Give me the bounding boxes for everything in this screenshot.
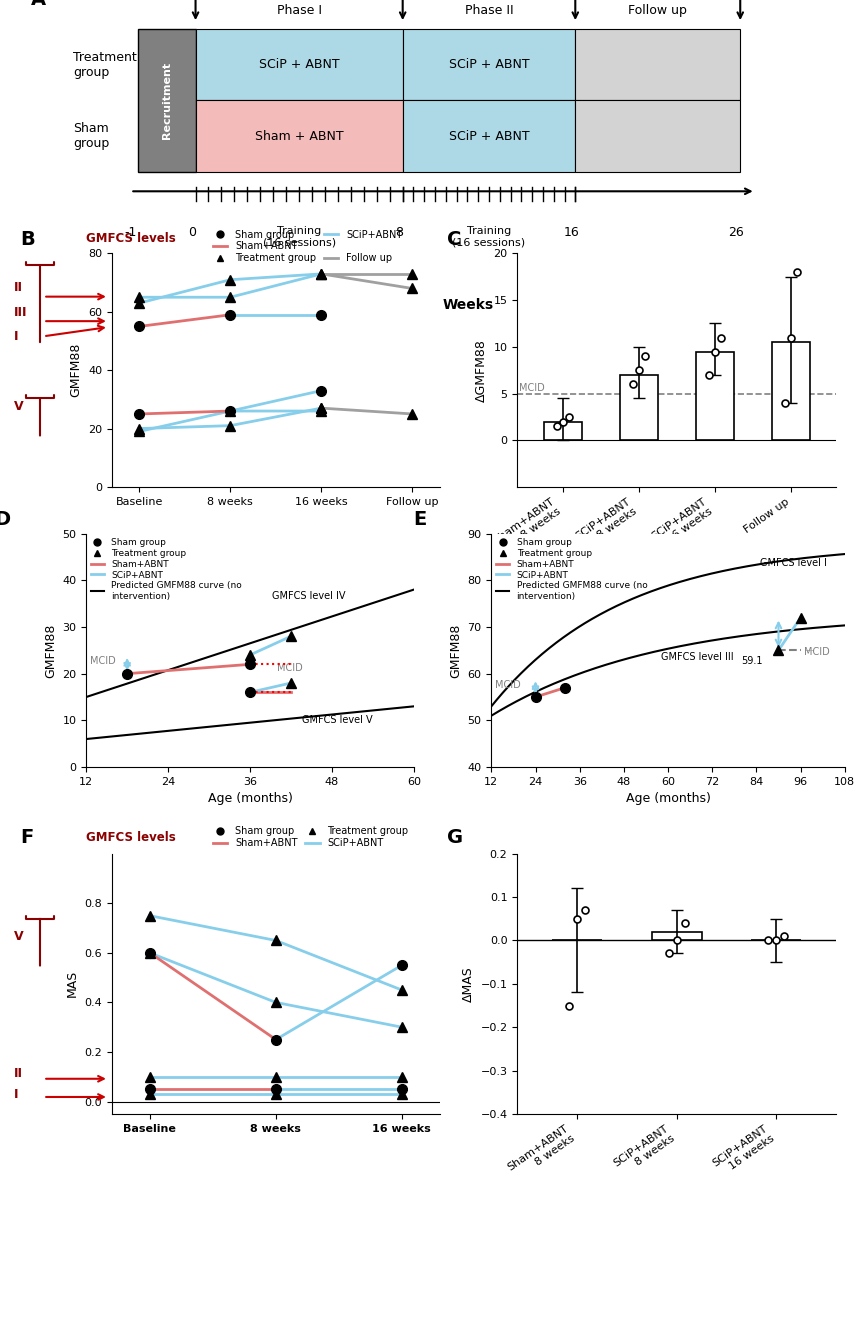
Bar xyxy=(695,352,733,440)
Text: Follow up: Follow up xyxy=(628,4,686,17)
Text: GMFCS levels: GMFCS levels xyxy=(86,831,176,843)
Text: MCID: MCID xyxy=(518,383,544,392)
Text: -1: -1 xyxy=(124,227,136,239)
Text: –––: ––– xyxy=(803,648,814,654)
Bar xyxy=(402,100,574,172)
Y-axis label: MAS: MAS xyxy=(66,970,79,998)
Text: MCID: MCID xyxy=(277,663,303,674)
Bar xyxy=(543,422,581,440)
Text: MCID: MCID xyxy=(803,647,829,656)
Legend: Sham group, Sham+ABNT, Treatment group, SCiP+ABNT, , Follow up: Sham group, Sham+ABNT, Treatment group, … xyxy=(208,225,406,267)
Text: D: D xyxy=(0,511,10,530)
Text: Treatment
group: Treatment group xyxy=(72,51,136,79)
Text: 26: 26 xyxy=(728,227,743,239)
Bar xyxy=(402,29,574,100)
Text: V: V xyxy=(14,930,23,943)
Legend: Sham group, Sham+ABNT, Treatment group, SCiP+ABNT: Sham group, Sham+ABNT, Treatment group, … xyxy=(208,822,412,852)
Text: GMFCS level IV: GMFCS level IV xyxy=(272,591,345,600)
Text: E: E xyxy=(413,511,426,530)
Text: 16: 16 xyxy=(563,227,579,239)
Text: C: C xyxy=(447,229,461,249)
X-axis label: Age (months): Age (months) xyxy=(625,792,709,806)
Text: I: I xyxy=(14,329,18,343)
Text: GMFCS level V: GMFCS level V xyxy=(302,715,372,724)
Text: 8: 8 xyxy=(394,227,402,239)
Text: Sham + ABNT: Sham + ABNT xyxy=(255,129,343,143)
Text: Recruitment: Recruitment xyxy=(162,61,171,139)
Text: MCID: MCID xyxy=(90,656,115,666)
Text: SCiP + ABNT: SCiP + ABNT xyxy=(449,129,529,143)
Text: SCiP + ABNT: SCiP + ABNT xyxy=(258,59,339,71)
Text: GMFCS level I: GMFCS level I xyxy=(759,559,826,568)
Y-axis label: GMFM88: GMFM88 xyxy=(70,343,83,398)
Text: 59.1: 59.1 xyxy=(740,656,762,666)
Bar xyxy=(138,29,195,172)
Bar xyxy=(574,29,740,100)
Bar xyxy=(619,375,657,440)
Legend: Sham group, Treatment group, Sham+ABNT, SCiP+ABNT, Predicted GMFM88 curve (no
in: Sham group, Treatment group, Sham+ABNT, … xyxy=(90,538,242,600)
Text: 0: 0 xyxy=(188,227,195,239)
Text: I: I xyxy=(14,1089,18,1102)
Text: II: II xyxy=(14,281,22,293)
Text: III: III xyxy=(14,307,28,319)
Text: SCiP + ABNT: SCiP + ABNT xyxy=(449,59,529,71)
Text: B: B xyxy=(21,229,35,249)
Text: Weeks: Weeks xyxy=(442,297,492,312)
Bar xyxy=(771,343,808,440)
Bar xyxy=(574,100,740,172)
Bar xyxy=(195,29,402,100)
Y-axis label: GMFM88: GMFM88 xyxy=(449,623,461,678)
Text: Training
(16 sessions): Training (16 sessions) xyxy=(263,227,335,248)
Legend: Sham group, Treatment group, Sham+ABNT, SCiP+ABNT, Predicted GMFM88 curve (no
in: Sham group, Treatment group, Sham+ABNT, … xyxy=(495,538,647,600)
Bar xyxy=(651,931,701,940)
Y-axis label: ΔMAS: ΔMAS xyxy=(461,966,474,1002)
Text: Training
(16 sessions): Training (16 sessions) xyxy=(452,227,525,248)
Text: G: G xyxy=(447,827,462,847)
Text: MCID: MCID xyxy=(494,680,520,690)
X-axis label: Age (months): Age (months) xyxy=(208,792,292,806)
Text: Phase I: Phase I xyxy=(276,4,321,17)
Y-axis label: GMFM88: GMFM88 xyxy=(44,623,57,678)
Y-axis label: ΔGMFM88: ΔGMFM88 xyxy=(474,339,487,402)
Text: GMFCS level III: GMFCS level III xyxy=(660,652,733,662)
Text: GMFCS levels: GMFCS levels xyxy=(86,232,176,244)
Text: V: V xyxy=(14,400,23,412)
Text: A: A xyxy=(31,0,46,9)
Bar xyxy=(195,100,402,172)
Text: II: II xyxy=(14,1067,22,1081)
Text: Phase II: Phase II xyxy=(464,4,512,17)
Text: F: F xyxy=(21,827,34,847)
Text: Sham
group: Sham group xyxy=(72,123,109,151)
